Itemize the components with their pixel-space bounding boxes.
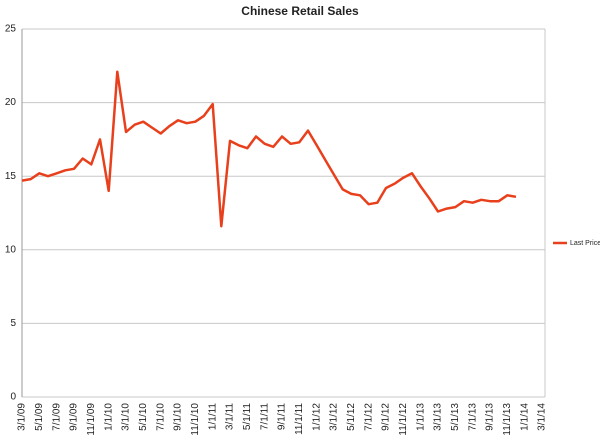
- x-tick-label: 1/1/14: [519, 403, 530, 431]
- x-tick-label: 5/1/09: [34, 403, 45, 431]
- x-tick-label: 5/1/12: [346, 403, 357, 431]
- x-tick-label: 11/1/11: [294, 403, 305, 435]
- x-tick-label: 11/1/12: [398, 403, 409, 436]
- y-tick-label: 20: [5, 97, 17, 108]
- x-tick-label: 7/1/09: [51, 403, 62, 431]
- x-tick-label: 3/1/09: [17, 403, 28, 431]
- x-tick-label: 3/1/12: [329, 403, 340, 431]
- x-tick-label: 1/1/12: [311, 403, 322, 431]
- x-tick-label: 1/1/13: [415, 403, 426, 431]
- x-tick-label: 7/1/12: [363, 403, 374, 431]
- x-tick-label: 3/1/13: [433, 403, 444, 431]
- x-tick-label: 3/1/14: [537, 403, 548, 431]
- legend-label: Last Price: [570, 240, 600, 247]
- x-tick-label: 7/1/11: [259, 403, 270, 430]
- x-tick-label: 7/1/10: [155, 403, 166, 431]
- x-tick-label: 9/1/09: [69, 403, 80, 431]
- x-tick-label: 3/1/10: [121, 403, 132, 431]
- y-tick-label: 15: [5, 171, 17, 182]
- x-tick-label: 11/1/10: [190, 403, 201, 436]
- x-tick-label: 11/1/13: [502, 403, 513, 436]
- x-tick-label: 1/1/10: [103, 403, 114, 431]
- x-tick-label: 5/1/10: [138, 403, 149, 431]
- x-tick-label: 5/1/11: [242, 403, 253, 430]
- x-tick-label: 11/1/09: [86, 403, 97, 436]
- chart-title: Chinese Retail Sales: [241, 4, 359, 18]
- y-tick-label: 25: [5, 24, 17, 35]
- line-series: [21, 70, 517, 228]
- y-tick-label: 5: [10, 318, 16, 329]
- x-tick-label: 1/1/11: [207, 403, 218, 430]
- x-tick-label: 9/1/11: [277, 403, 288, 430]
- x-tick-label: 5/1/13: [450, 403, 461, 431]
- x-tick-label: 3/1/11: [225, 403, 236, 430]
- x-tick-label: 9/1/13: [485, 403, 496, 431]
- x-tick-label: 9/1/10: [173, 403, 184, 431]
- y-tick-label: 10: [5, 244, 17, 255]
- x-tick-label: 7/1/13: [467, 403, 478, 431]
- x-tick-label: 9/1/12: [381, 403, 392, 431]
- y-tick-label: 0: [10, 392, 16, 403]
